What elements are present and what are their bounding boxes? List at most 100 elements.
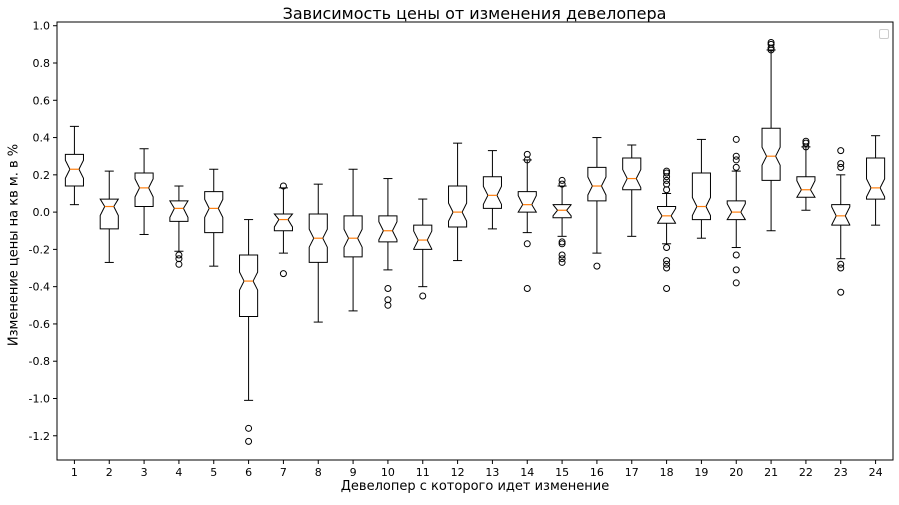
box-body — [99, 198, 120, 230]
y-tick-label: 0.6 — [33, 94, 51, 107]
x-tick-label: 15 — [555, 466, 569, 479]
x-tick-label: 11 — [416, 466, 430, 479]
box-5 — [204, 168, 224, 267]
box-10 — [378, 178, 398, 309]
outlier-point — [593, 262, 601, 270]
outlier-point — [558, 180, 566, 188]
outlier-point — [732, 152, 740, 160]
y-tick-label: -0.4 — [29, 281, 50, 294]
outlier-point — [837, 147, 845, 155]
outlier-point — [663, 264, 671, 272]
box-body — [134, 172, 154, 208]
x-tick-label: 23 — [834, 466, 848, 479]
outlier-point — [279, 182, 287, 190]
box-body — [308, 213, 328, 263]
x-tick-label: 2 — [106, 466, 113, 479]
y-axis: -1.2 -1.0 -0.8 -0.6 -0.4 -0.2 0.0 0.2 0.4 0.6 0.8 1… — [29, 20, 57, 443]
x-tick-label: 1 — [71, 466, 78, 479]
box-3 — [134, 148, 154, 235]
box-body — [64, 153, 84, 187]
y-tick-label: -0.6 — [29, 318, 50, 331]
box-23 — [831, 147, 851, 296]
x-tick-label: 16 — [590, 466, 604, 479]
box-body — [378, 215, 398, 243]
box-22 — [795, 137, 816, 211]
boxes-layer — [64, 39, 886, 445]
outlier-point — [837, 260, 845, 268]
outlier-point — [558, 176, 566, 184]
x-tick-label: 13 — [485, 466, 499, 479]
outlier-point — [245, 437, 253, 445]
outlier-point — [732, 266, 740, 274]
box-13 — [482, 150, 502, 230]
box-21 — [761, 39, 781, 232]
box-18 — [657, 167, 677, 293]
box-body — [517, 191, 538, 213]
box-12 — [448, 142, 468, 262]
box-15 — [552, 176, 572, 266]
box-body — [552, 204, 572, 219]
x-axis: 1 2 3 4 5 6 7 8 9 10 11 12 13 14 15 16 17 18 19 20 21 22 23 24 — [71, 460, 883, 479]
axes-frame — [56, 21, 894, 461]
outlier-point — [663, 169, 671, 177]
box-8 — [308, 183, 328, 323]
outlier-point — [558, 258, 566, 266]
box-17 — [622, 144, 642, 237]
box-body — [795, 176, 816, 198]
y-tick-label: -0.2 — [29, 243, 50, 256]
box-body — [239, 254, 259, 317]
box-body — [448, 185, 468, 228]
outlier-point — [558, 238, 566, 246]
x-tick-label: 3 — [141, 466, 148, 479]
outlier-point — [802, 139, 810, 147]
outlier-point — [558, 240, 566, 248]
box-14 — [517, 150, 538, 293]
outlier-point — [279, 270, 287, 278]
x-tick-label: 21 — [764, 466, 778, 479]
chart-title: Зависимость цены от изменения девелопера — [282, 4, 667, 23]
box-1 — [64, 125, 84, 206]
box-body — [482, 176, 502, 209]
x-tick-label: 24 — [869, 466, 883, 479]
y-tick-label: -0.8 — [29, 355, 50, 368]
x-tick-label: 9 — [350, 466, 357, 479]
box-body — [587, 166, 607, 202]
outlier-point — [384, 285, 392, 293]
outlier-point — [767, 39, 775, 47]
box-19 — [691, 138, 711, 239]
legend-box — [879, 29, 889, 39]
box-body — [413, 224, 433, 250]
box-16 — [587, 137, 607, 270]
outlier-point — [732, 135, 740, 143]
outlier-point — [732, 163, 740, 171]
outlier-point — [245, 424, 253, 432]
x-axis-label: Девелопер с которого идет изменение — [340, 479, 610, 494]
outlier-point — [663, 176, 671, 184]
box-body — [726, 200, 747, 221]
box-body — [657, 206, 677, 224]
x-tick-label: 8 — [315, 466, 322, 479]
y-tick-label: 1.0 — [33, 20, 51, 33]
box-6 — [239, 219, 259, 445]
outlier-point — [663, 285, 671, 293]
box-body — [343, 215, 363, 258]
y-tick-label: -1.2 — [29, 430, 50, 443]
outlier-point — [384, 301, 392, 309]
box-body — [691, 172, 711, 221]
outlier-point — [767, 40, 775, 48]
x-tick-label: 4 — [175, 466, 182, 479]
y-axis-label: Изменение цены на кв м. в % — [6, 143, 22, 347]
outlier-point — [732, 156, 740, 164]
box-4 — [168, 185, 189, 268]
box-body — [622, 157, 642, 191]
outlier-point — [523, 285, 531, 293]
outlier-point — [523, 150, 531, 158]
y-tick-label: -1.0 — [29, 392, 50, 405]
box-body — [866, 157, 886, 200]
y-tick-label: 0.2 — [33, 169, 51, 182]
box-11 — [413, 198, 433, 300]
y-tick-label: 0.8 — [33, 57, 51, 70]
box-2 — [99, 170, 120, 263]
